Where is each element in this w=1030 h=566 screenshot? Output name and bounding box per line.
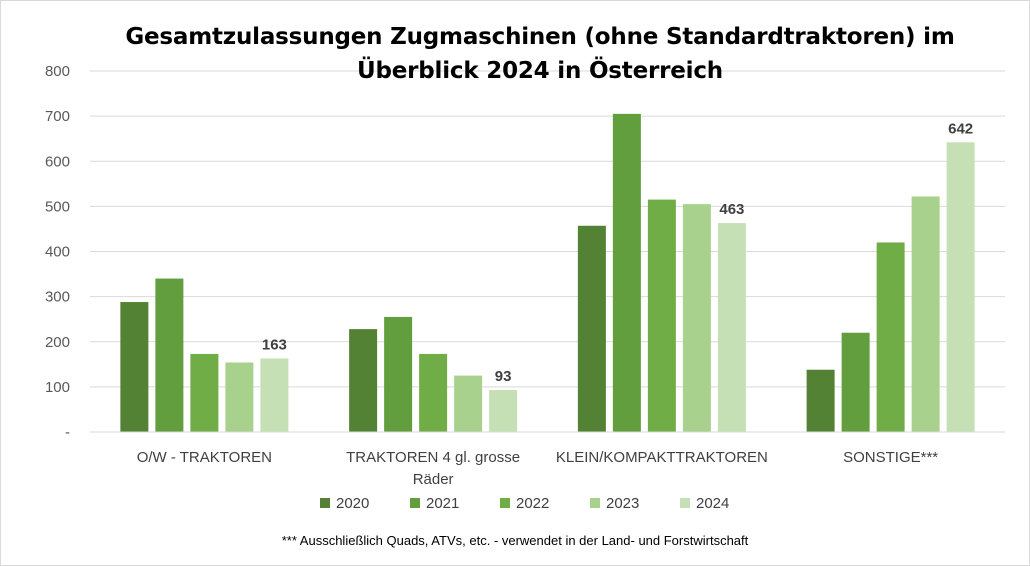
data-label: 463 — [719, 201, 744, 218]
y-tick-label: 400 — [45, 244, 70, 261]
y-tick-label: 600 — [45, 153, 70, 170]
bar-2022 — [647, 199, 676, 432]
bar-2020 — [349, 329, 378, 432]
bar-2020 — [806, 369, 835, 432]
bar-2023 — [454, 375, 483, 432]
y-tick-label: 800 — [45, 63, 70, 80]
data-label: 93 — [495, 368, 512, 385]
data-label: 163 — [262, 336, 287, 353]
bar-2022 — [419, 353, 448, 432]
legend-label-2021: 2021 — [426, 495, 459, 512]
chart-title: Gesamtzulassungen Zugmaschinen (ohne Sta… — [40, 20, 1030, 88]
y-tick-label: 100 — [45, 379, 70, 396]
bar-2023 — [911, 196, 940, 432]
legend-swatch-2021 — [410, 498, 420, 508]
x-category-label: SONSTIGE*** — [843, 449, 938, 466]
chart-title-line-1: Gesamtzulassungen Zugmaschinen (ohne Sta… — [125, 24, 955, 50]
bar-2021 — [155, 278, 184, 432]
legend-swatch-2022 — [500, 498, 510, 508]
bar-2024 — [717, 223, 746, 432]
bar-2024 — [489, 390, 518, 432]
y-tick-label: 700 — [45, 108, 70, 125]
x-category-label: KLEIN/KOMPAKTTRAKTOREN — [556, 449, 768, 466]
legend-label-2023: 2023 — [606, 495, 639, 512]
bar-2024 — [260, 358, 289, 432]
bar-2022 — [190, 353, 219, 432]
bar-2023 — [682, 204, 711, 432]
y-tick-label: 200 — [45, 334, 70, 351]
x-category-label: TRAKTOREN 4 gl. grosse — [346, 449, 520, 466]
legend-swatch-2020 — [320, 498, 330, 508]
bar-2021 — [841, 332, 870, 432]
legend-label-2024: 2024 — [696, 495, 729, 512]
y-tick-label: 500 — [45, 198, 70, 215]
bar-2020 — [120, 302, 149, 432]
legend-swatch-2023 — [590, 498, 600, 508]
legend-swatch-2024 — [680, 498, 690, 508]
y-tick-label: - — [65, 424, 70, 441]
bar-2022 — [876, 242, 905, 432]
y-tick-label: 300 — [45, 289, 70, 306]
chart-footnote: *** Ausschließlich Quads, ATVs, etc. - v… — [281, 533, 749, 548]
bar-2021 — [612, 113, 641, 433]
legend-label-2020: 2020 — [336, 495, 369, 512]
bar-2020 — [577, 225, 606, 432]
bar-2024 — [946, 142, 975, 433]
chart-title-line-2: Überblick 2024 in Österreich — [357, 58, 723, 84]
bar-2023 — [225, 362, 254, 432]
bar-2021 — [384, 316, 413, 432]
data-label: 642 — [948, 120, 973, 137]
x-category-label: O/W - TRAKTOREN — [137, 449, 272, 466]
x-category-label: Räder — [413, 471, 454, 488]
legend-label-2022: 2022 — [516, 495, 549, 512]
